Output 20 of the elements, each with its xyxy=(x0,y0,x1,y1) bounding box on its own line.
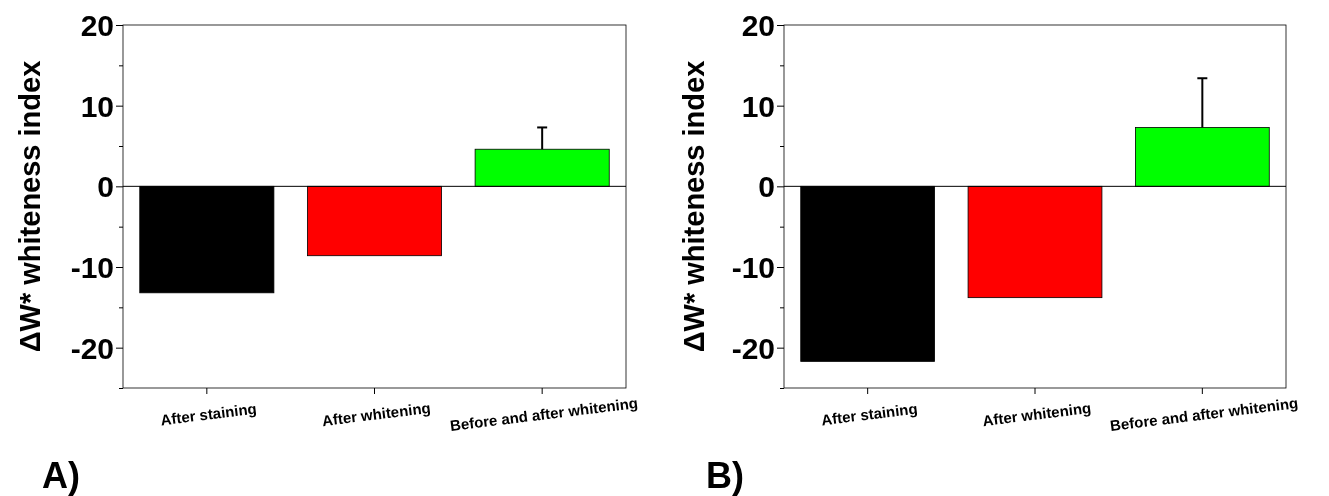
x-tick-label: After whitening xyxy=(981,398,1092,430)
x-tick-label: After whitening xyxy=(321,398,432,430)
y-tick-label: -20 xyxy=(70,331,114,365)
y-tick-label: -10 xyxy=(70,251,114,284)
y-tick-label: 0 xyxy=(758,170,775,204)
x-tick-label: After staining xyxy=(159,399,258,429)
x-tick-label: After staining xyxy=(820,399,919,429)
y-axis-title: ΔW* whiteness index xyxy=(14,60,46,353)
x-tick-label: Before and after whitening xyxy=(1109,394,1299,435)
y-tick-label: 20 xyxy=(80,9,114,42)
x-tick-label: Before and after whitening xyxy=(448,394,639,435)
y-tick-label: 10 xyxy=(741,89,775,123)
y-tick-label: 0 xyxy=(97,170,114,204)
y-axis-title: ΔW* whiteness index xyxy=(678,60,710,353)
y-tick-label: -10 xyxy=(731,251,775,284)
y-tick-label: 20 xyxy=(741,9,775,42)
text: B) xyxy=(706,455,744,496)
y-tick-label: 10 xyxy=(80,89,114,123)
text: A) xyxy=(42,455,80,496)
y-tick-label: -20 xyxy=(731,331,775,365)
